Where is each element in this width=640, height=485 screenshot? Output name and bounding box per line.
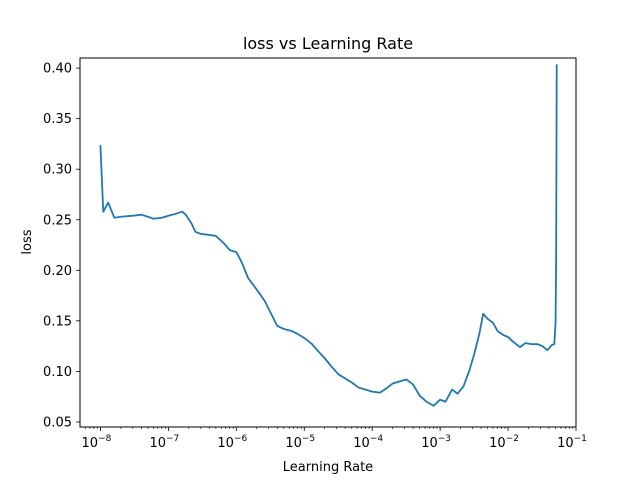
- y-tick-label: 0.20: [43, 264, 72, 279]
- x-tick-exponent: −1: [574, 434, 587, 444]
- y-tick-label: 0.35: [43, 112, 72, 127]
- x-axis-ticks: 10−8 10−7 10−6 10−5 10−4 10−3 10−2 10−1: [82, 427, 587, 451]
- x-tick-label: 10−6: [217, 434, 247, 451]
- y-axis-ticks: 0.05 0.10 0.15 0.20 0.25 0.30 0.35 0.40: [43, 62, 80, 430]
- x-tick-label: 10−3: [421, 434, 451, 451]
- x-tick-label: 10−1: [557, 434, 587, 451]
- x-tick-base: 10: [82, 436, 99, 451]
- x-tick-label: 10−2: [489, 434, 519, 451]
- y-tick-label: 0.30: [43, 163, 72, 178]
- chart-title: loss vs Learning Rate: [243, 34, 413, 53]
- x-tick-base: 10: [285, 436, 302, 451]
- x-tick-label: 10−8: [82, 434, 112, 451]
- x-tick-exponent: −4: [370, 434, 384, 444]
- y-tick-label: 0.40: [43, 62, 72, 77]
- x-tick-exponent: −8: [98, 434, 112, 444]
- x-tick-exponent: −3: [438, 434, 451, 444]
- series-layer: [99, 64, 558, 407]
- x-axis-label: Learning Rate: [283, 460, 373, 475]
- loss-series-line: [99, 64, 558, 407]
- x-tick-base: 10: [353, 436, 370, 451]
- y-tick-label: 0.05: [43, 415, 72, 430]
- x-tick-exponent: −6: [234, 434, 248, 444]
- y-tick-label: 0.25: [43, 213, 72, 228]
- x-tick-exponent: −7: [166, 434, 179, 444]
- x-tick-base: 10: [421, 436, 438, 451]
- y-axis-label: loss: [20, 229, 35, 254]
- x-tick-base: 10: [489, 436, 506, 451]
- x-tick-label: 10−5: [285, 434, 315, 451]
- x-tick-label: 10−7: [149, 434, 179, 451]
- x-tick-label: 10−4: [353, 434, 383, 451]
- y-tick-label: 0.15: [43, 314, 72, 329]
- plot-frame: [79, 57, 577, 428]
- x-tick-exponent: −2: [506, 434, 519, 444]
- x-tick-base: 10: [149, 436, 166, 451]
- x-tick-exponent: −5: [302, 434, 315, 444]
- x-tick-base: 10: [217, 436, 234, 451]
- plot-area: [80, 58, 576, 427]
- y-tick-label: 0.10: [43, 365, 72, 380]
- x-tick-base: 10: [557, 436, 574, 451]
